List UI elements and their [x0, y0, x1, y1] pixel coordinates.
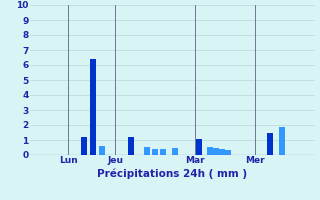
- Bar: [152, 149, 158, 155]
- Bar: [160, 149, 166, 155]
- Bar: [172, 148, 178, 155]
- Bar: [267, 133, 273, 155]
- Bar: [279, 127, 285, 155]
- Bar: [207, 147, 213, 155]
- X-axis label: Précipitations 24h ( mm ): Précipitations 24h ( mm ): [97, 168, 248, 179]
- Bar: [196, 139, 202, 155]
- Bar: [219, 149, 225, 155]
- Bar: [90, 59, 96, 155]
- Bar: [213, 148, 219, 155]
- Bar: [128, 137, 134, 155]
- Bar: [99, 146, 105, 155]
- Bar: [225, 150, 231, 155]
- Bar: [81, 137, 87, 155]
- Bar: [144, 147, 150, 155]
